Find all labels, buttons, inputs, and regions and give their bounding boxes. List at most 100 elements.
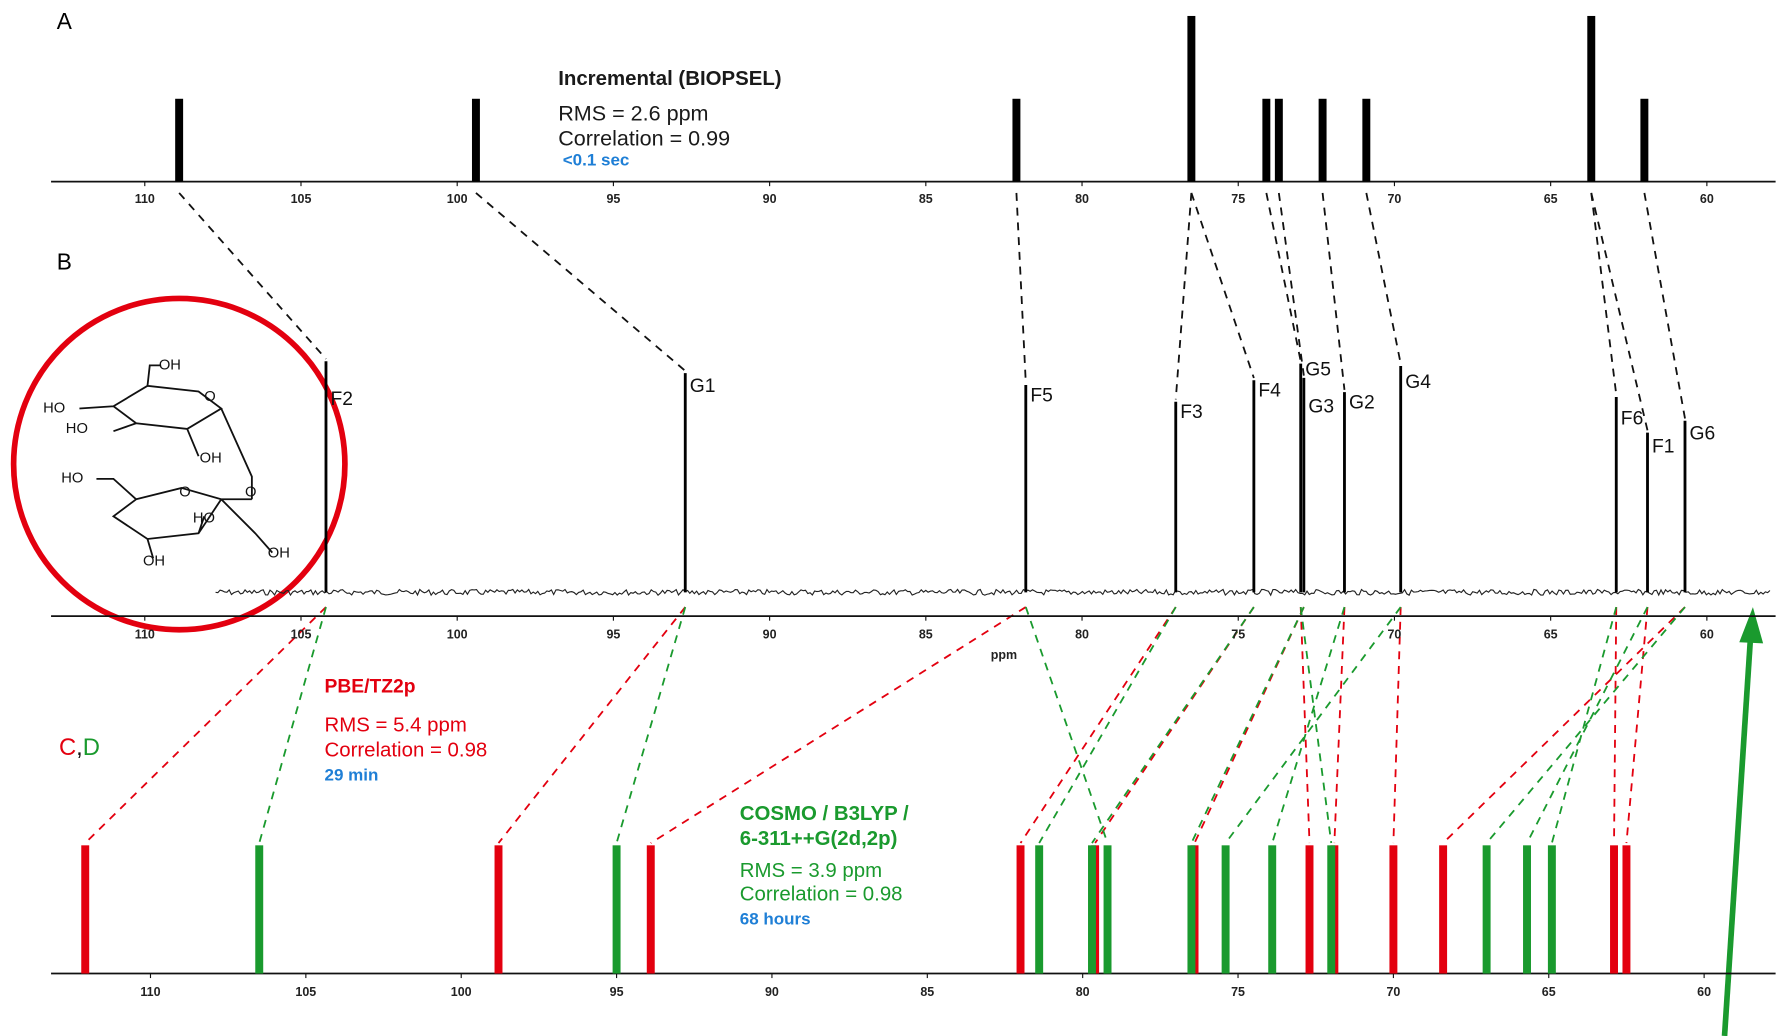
baseline-noise (215, 588, 1771, 597)
x-tick-label: 65 (1542, 985, 1556, 999)
bar (1268, 845, 1277, 974)
molecule: OH HO HO O OH O HO O HO OH OH (10, 295, 348, 633)
annotation: <0.1 sec (563, 151, 630, 170)
assignment-link (1526, 606, 1649, 844)
x-tick-label: 80 (1076, 985, 1090, 999)
atom-label: HO (61, 471, 83, 487)
assignment-link (1442, 606, 1686, 844)
atom-label: HO (193, 510, 215, 526)
bar (1305, 845, 1314, 974)
arrow-shaft (1721, 635, 1754, 1036)
peak-label: G1 (690, 376, 716, 397)
assignment-link (615, 606, 687, 844)
assignment-link (475, 192, 686, 372)
peak-label: F1 (1652, 437, 1674, 458)
assignment-link (1392, 607, 1402, 844)
x-tick-label: 95 (606, 192, 620, 206)
x-tick-label: 75 (1231, 628, 1245, 642)
assignment-link (1613, 607, 1618, 844)
x-tick-label: 70 (1388, 628, 1402, 642)
assignment-links (84, 192, 1686, 844)
assignment-link (258, 606, 327, 844)
x-tick-label: 75 (1231, 985, 1245, 999)
assignment-link (1094, 606, 1255, 844)
atom-label: OH (159, 357, 181, 373)
x-tick-label: 70 (1388, 192, 1402, 206)
assignment-link (1193, 606, 1305, 844)
annotation: RMS = 2.6 ppm (558, 100, 708, 125)
atom-label: HO (66, 421, 88, 437)
assignment-link (1321, 192, 1346, 391)
x-tick-label: 60 (1700, 192, 1714, 206)
x-tick-label: 60 (1697, 985, 1711, 999)
peak (1262, 98, 1271, 182)
bar (1482, 845, 1491, 974)
peak-label: G6 (1690, 423, 1716, 444)
assignment-link (1277, 192, 1305, 376)
x-tick-label: 105 (295, 985, 316, 999)
peak-label: G3 (1308, 396, 1334, 417)
x-tick-label: 95 (606, 628, 620, 642)
x-tick-label: 90 (763, 192, 777, 206)
assignment-link (1015, 192, 1027, 383)
assignment-link (650, 606, 1027, 844)
assignment-link (1038, 606, 1177, 844)
legend-entry: D (83, 734, 100, 761)
peak (1274, 98, 1283, 182)
molecule-bonds (79, 364, 273, 559)
panel-label: B (57, 248, 72, 274)
bar (1389, 845, 1398, 974)
bar (255, 845, 264, 974)
assignment-link (1485, 606, 1686, 844)
peak-label: F6 (1621, 409, 1643, 430)
assignment-link (84, 606, 327, 844)
annotation: Incremental (BIOPSEL) (558, 68, 781, 90)
assignment-link (1590, 192, 1618, 395)
x-tick-label: 70 (1386, 985, 1400, 999)
peak (1362, 98, 1371, 182)
annotation: RMS = 3.9 ppm (740, 860, 882, 882)
bar (81, 845, 90, 974)
x-axis-label: ppm (991, 648, 1017, 662)
x-tick-label: 85 (919, 628, 933, 642)
assignment-link (1091, 606, 1255, 844)
assignment-link (1365, 192, 1402, 364)
bar (1035, 845, 1044, 974)
annotation: Correlation = 0.98 (324, 740, 487, 762)
annotation: Correlation = 0.98 (740, 884, 903, 906)
peak-label: G5 (1305, 359, 1331, 380)
x-tick-label: 105 (291, 628, 312, 642)
atom-label: OH (268, 546, 290, 562)
x-tick-label: 65 (1544, 628, 1558, 642)
assignment-link (1224, 606, 1402, 844)
peak (175, 98, 184, 182)
annotation: COSMO / B3LYP / (740, 803, 909, 825)
panel-label: A (57, 8, 73, 34)
x-tick-label: 80 (1075, 628, 1089, 642)
assignment-link (1550, 606, 1618, 844)
annotation: 29 min (324, 766, 378, 785)
x-tick-label: 100 (451, 985, 472, 999)
atom-label: O (245, 484, 256, 500)
bar (1016, 845, 1025, 974)
x-tick-label: 100 (447, 628, 468, 642)
assignment-link (1265, 192, 1302, 362)
arrow (1721, 607, 1764, 1036)
x-tick-label: 110 (135, 192, 155, 206)
peak-label: F3 (1180, 402, 1202, 423)
assignment-link (1019, 606, 1177, 844)
atom-label: O (179, 484, 190, 500)
x-tick-label: 85 (920, 985, 934, 999)
peak (1318, 98, 1327, 182)
highlight-circle (10, 295, 348, 633)
x-tick-label: 85 (919, 192, 933, 206)
bar (1327, 845, 1336, 974)
peak (1640, 98, 1649, 182)
bar (1547, 845, 1556, 974)
atom-label: O (204, 389, 215, 405)
peak-label: G2 (1349, 393, 1375, 414)
annotation: Correlation = 0.99 (558, 125, 730, 150)
x-tick-label: 75 (1231, 192, 1245, 206)
